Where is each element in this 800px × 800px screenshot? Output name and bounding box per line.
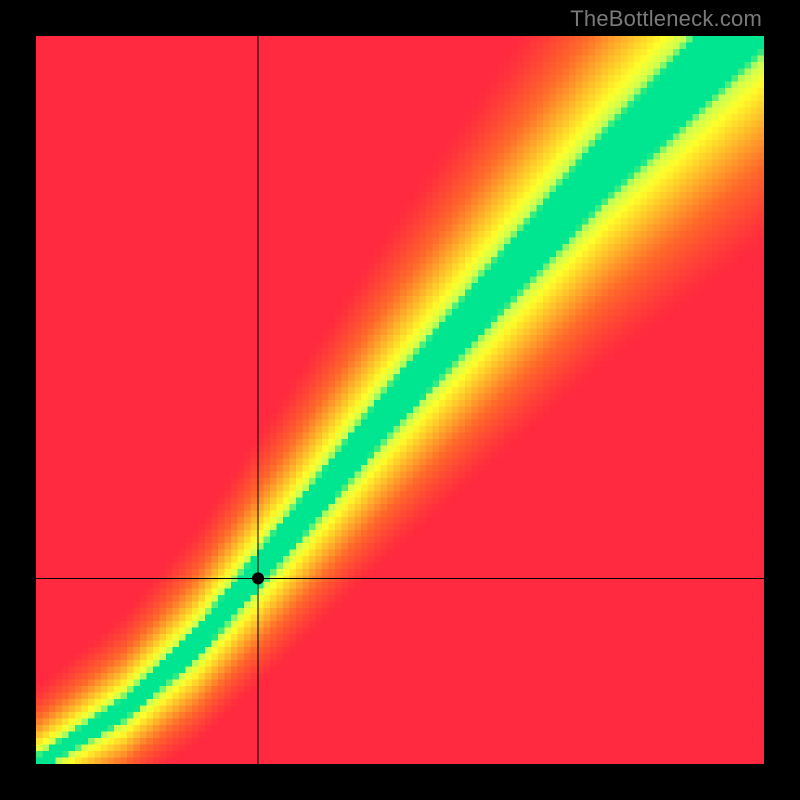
crosshair [36, 36, 764, 764]
figure-frame: TheBottleneck.com [0, 0, 800, 800]
attribution-text: TheBottleneck.com [570, 6, 762, 32]
crosshair-marker [252, 572, 264, 584]
heatmap-plot [36, 36, 764, 764]
crosshair-overlay [36, 36, 764, 764]
